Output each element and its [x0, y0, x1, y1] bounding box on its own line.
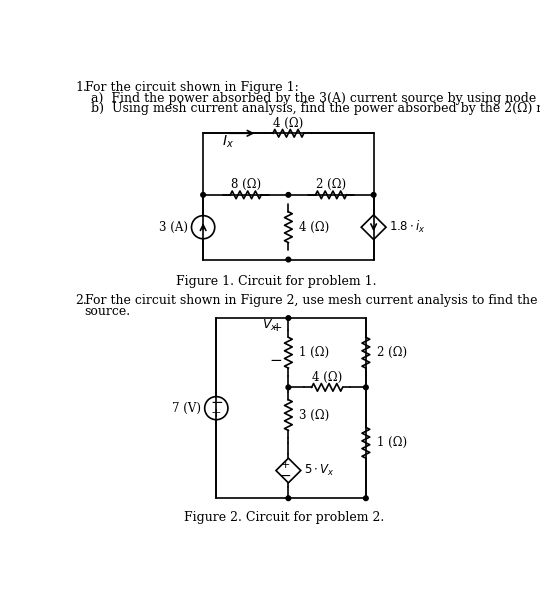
Text: 4 (Ω): 4 (Ω): [312, 371, 342, 384]
Text: 8 (Ω): 8 (Ω): [231, 178, 261, 192]
Circle shape: [286, 193, 291, 197]
Circle shape: [286, 316, 291, 320]
Text: −: −: [269, 353, 282, 368]
Text: $5 \cdot V_x$: $5 \cdot V_x$: [304, 463, 335, 478]
Text: b)  Using mesh current analysis, find the power absorbed by the 2(Ω) resistor.: b) Using mesh current analysis, find the…: [91, 102, 540, 115]
Text: 1 (Ω): 1 (Ω): [299, 346, 329, 359]
Circle shape: [372, 193, 376, 197]
Text: +: +: [211, 407, 221, 420]
Text: 4 (Ω): 4 (Ω): [299, 221, 329, 234]
Text: $V_x$: $V_x$: [262, 318, 278, 333]
Text: Figure 2. Circuit for problem 2.: Figure 2. Circuit for problem 2.: [184, 511, 384, 523]
Text: Figure 1. Circuit for problem 1.: Figure 1. Circuit for problem 1.: [177, 275, 377, 288]
Text: 7 (V): 7 (V): [172, 401, 201, 415]
Circle shape: [286, 257, 291, 262]
Text: For the circuit shown in Figure 1:: For the circuit shown in Figure 1:: [85, 81, 298, 94]
Text: For the circuit shown in Figure 2, use mesh current analysis to find the power a: For the circuit shown in Figure 2, use m…: [85, 294, 540, 307]
Text: 3 (A): 3 (A): [159, 221, 187, 234]
Circle shape: [201, 193, 205, 197]
Text: 4 (Ω): 4 (Ω): [273, 117, 303, 130]
Text: source.: source.: [85, 305, 131, 318]
Text: −: −: [210, 395, 222, 411]
Text: 3 (Ω): 3 (Ω): [299, 409, 329, 422]
Text: 2 (Ω): 2 (Ω): [316, 178, 346, 192]
Circle shape: [363, 496, 368, 501]
Circle shape: [286, 496, 291, 501]
Text: $1.8 \cdot i_x$: $1.8 \cdot i_x$: [389, 219, 426, 235]
Circle shape: [363, 385, 368, 390]
Text: +: +: [272, 321, 282, 334]
Text: $I_x$: $I_x$: [222, 134, 234, 150]
Text: 2 (Ω): 2 (Ω): [377, 346, 407, 359]
Circle shape: [286, 385, 291, 390]
Text: +: +: [281, 460, 290, 470]
Text: 2.: 2.: [75, 294, 87, 307]
Text: 1.: 1.: [75, 81, 87, 94]
Text: 1 (Ω): 1 (Ω): [377, 436, 407, 450]
Text: a)  Find the power absorbed by the 3(A) current source by using node voltage ana: a) Find the power absorbed by the 3(A) c…: [91, 92, 540, 105]
Text: −: −: [280, 469, 291, 483]
